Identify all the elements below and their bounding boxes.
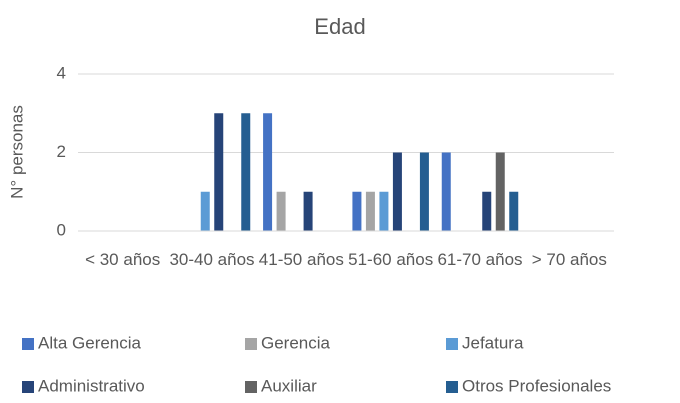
bar [441, 152, 451, 231]
bar [241, 113, 251, 231]
legend-label: Gerencia [261, 333, 331, 352]
legend-swatch [446, 338, 458, 350]
legend-swatch [446, 381, 458, 393]
bar [365, 191, 375, 231]
legend-swatch [22, 381, 34, 393]
x-tick-label: < 30 años [85, 250, 161, 269]
legend-label: Alta Gerencia [38, 333, 142, 352]
y-tick-label: 0 [57, 220, 66, 239]
bar [509, 191, 519, 231]
legend-label: Otros Profesionales [462, 376, 611, 395]
bar [482, 191, 492, 231]
legend-label: Jefatura [462, 333, 524, 352]
chart-title: Edad [314, 14, 365, 39]
legend-swatch [245, 381, 257, 393]
x-tick-label: 61-70 años [437, 250, 523, 269]
x-tick-label: > 70 años [531, 250, 607, 269]
bar [303, 191, 313, 231]
bar [352, 191, 362, 231]
bar [392, 152, 402, 231]
x-tick-label: 41-50 años [258, 250, 344, 269]
legend-label: Administrativo [38, 376, 145, 395]
legend-swatch [22, 338, 34, 350]
x-tick-label: 30-40 años [169, 250, 255, 269]
bar [200, 191, 210, 231]
legend-label: Auxiliar [261, 376, 317, 395]
bar [263, 113, 273, 231]
bar [276, 191, 286, 231]
bar [495, 152, 505, 231]
y-tick-label: 4 [57, 63, 66, 82]
legend-swatch [245, 338, 257, 350]
bar [214, 113, 224, 231]
y-tick-label: 2 [57, 142, 66, 161]
x-tick-label: 51-60 años [348, 250, 434, 269]
bar [419, 152, 429, 231]
bar [379, 191, 389, 231]
y-axis-label: N° personas [7, 105, 26, 199]
